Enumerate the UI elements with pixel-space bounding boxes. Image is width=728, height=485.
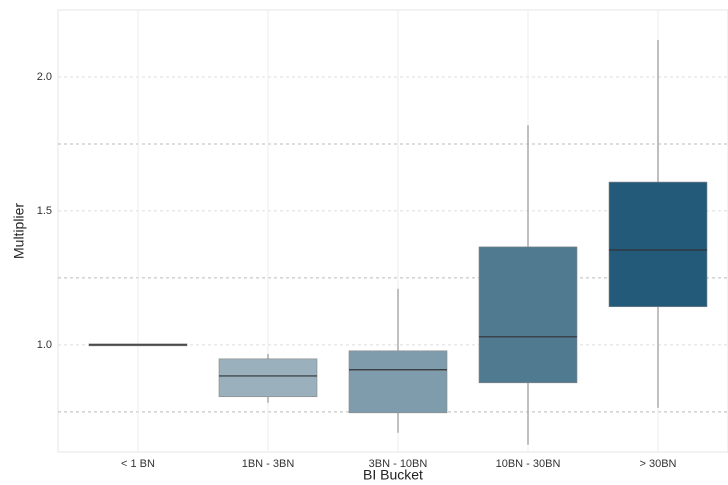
x-tick-label: < 1 BN bbox=[121, 458, 155, 470]
box bbox=[218, 358, 318, 398]
y-tick-label: 1.5 bbox=[37, 205, 52, 217]
x-axis-title: BI Bucket bbox=[363, 467, 423, 483]
x-tick-label: 10BN - 30BN bbox=[496, 458, 561, 470]
box bbox=[608, 181, 708, 308]
y-tick-label: 1.0 bbox=[37, 339, 52, 351]
y-axis-title: Multiplier bbox=[11, 203, 27, 259]
x-tick-label: > 30BN bbox=[640, 458, 677, 470]
x-tick-label: 1BN - 3BN bbox=[242, 458, 295, 470]
x-tick-label: 3BN - 10BN bbox=[369, 458, 428, 470]
box bbox=[348, 350, 448, 414]
y-tick-label: 2.0 bbox=[37, 71, 52, 83]
box bbox=[478, 246, 578, 384]
